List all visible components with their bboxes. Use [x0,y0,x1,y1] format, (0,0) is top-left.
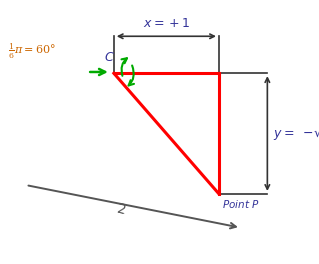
Text: $\frac{1}{6}\pi = 60°$: $\frac{1}{6}\pi = 60°$ [8,41,56,61]
Text: $y =\ -\!\sqrt{3}$: $y =\ -\!\sqrt{3}$ [273,124,319,143]
Text: $C$: $C$ [104,51,115,64]
Text: $Point\ P$: $Point\ P$ [222,198,260,210]
Text: $x =  +1$: $x = +1$ [143,17,190,30]
Text: $2$: $2$ [115,201,127,217]
